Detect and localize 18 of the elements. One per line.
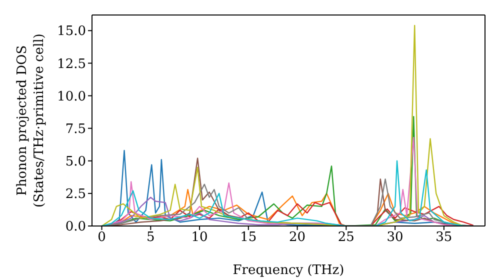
y-axis-title: Phonon projected DOS (States/THz·primitive cell) [15, 33, 47, 208]
x-tick-label: 25 [338, 230, 354, 246]
x-tick-label: 5 [146, 230, 155, 246]
y-tick-label: 0.0 [65, 220, 86, 235]
y-tick-label: 12.5 [57, 56, 86, 72]
x-tick-label: 10 [191, 230, 208, 246]
x-tick-label: 15 [240, 230, 257, 246]
x-tick-label: 30 [386, 230, 404, 246]
y-tick-label: 7.5 [65, 122, 86, 137]
y-tick-label: 2.5 [65, 187, 86, 202]
x-tick-label: 35 [436, 230, 452, 246]
y-tick-label: 10.0 [57, 89, 86, 104]
y-tick-label: 15.0 [57, 24, 86, 40]
line-series [101, 24, 464, 226]
x-tick-label: 0 [98, 230, 106, 246]
x-axis-title: Frequency (THz) [232, 263, 344, 278]
y-tick-label: 5.0 [65, 154, 86, 170]
x-tick-label: 20 [289, 230, 306, 246]
